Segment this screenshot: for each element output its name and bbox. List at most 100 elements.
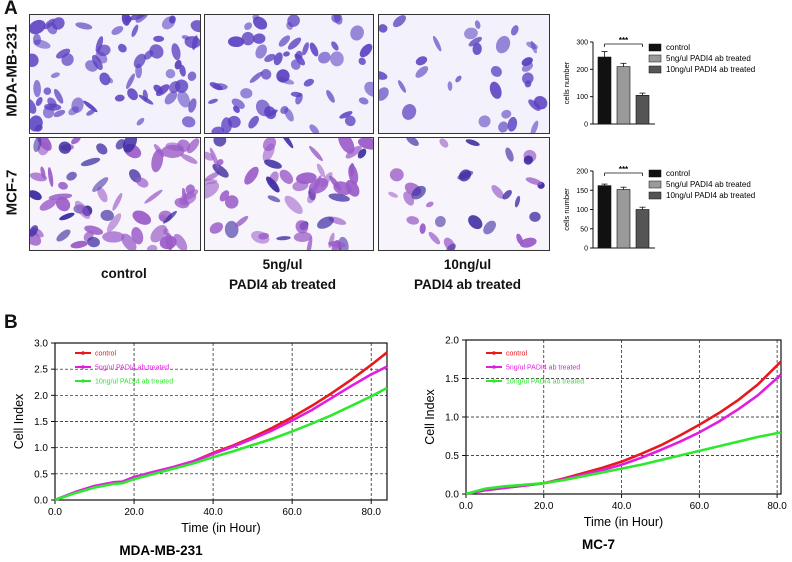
stained-cell <box>397 80 407 93</box>
stained-cell <box>95 36 104 53</box>
stained-cell <box>260 69 272 80</box>
stained-cell <box>142 89 148 102</box>
legend-marker <box>81 379 85 383</box>
stained-cell <box>42 106 55 119</box>
stained-cell <box>47 97 57 108</box>
stained-cell <box>80 157 101 167</box>
chart-caption: MC-7 <box>582 537 615 552</box>
stained-cell <box>181 187 187 204</box>
stained-cell <box>153 84 164 94</box>
stained-cell <box>276 69 290 83</box>
stained-cell <box>318 51 331 64</box>
bar-1 <box>597 185 612 249</box>
series-line-3 <box>54 386 388 502</box>
stained-cell <box>345 179 360 197</box>
stained-cell <box>161 16 176 30</box>
stained-cell <box>135 15 150 23</box>
stained-cell <box>525 177 543 186</box>
stained-cell <box>528 99 541 111</box>
stained-cell <box>179 64 186 77</box>
stained-cell <box>30 19 46 35</box>
stained-cell <box>306 236 313 250</box>
stained-cell <box>121 233 137 250</box>
y-tick-label: 0.5 <box>445 451 459 462</box>
stained-cell <box>303 78 315 87</box>
stained-cell <box>403 191 415 206</box>
stained-cell <box>133 53 146 69</box>
stained-cell <box>280 138 294 149</box>
x-tick-label: 80.0 <box>767 501 787 512</box>
significance-stars: *** <box>619 165 629 174</box>
stained-cell <box>187 138 200 154</box>
stained-cell <box>118 43 127 53</box>
line-chart-mda: 0.0 20.0 40.0 60.0 80.0 0.0 0.5 1.0 1.5 2.0 2.5 3.0… <box>12 339 388 558</box>
stained-cell <box>524 80 532 88</box>
stained-cell <box>264 106 277 120</box>
stained-cell <box>434 216 446 228</box>
legend-swatch <box>648 65 662 74</box>
y-axis-label: Cell Index <box>12 393 26 449</box>
y-tick-label: 0.5 <box>34 469 48 480</box>
y-tick-label: 0.0 <box>445 490 459 501</box>
stained-cell <box>249 71 263 83</box>
stained-cell <box>523 155 534 165</box>
stained-cell <box>184 189 199 200</box>
stained-cell <box>411 185 426 200</box>
stained-cell <box>478 115 491 128</box>
row-label-mda: MDA-MB-231 <box>3 24 21 117</box>
y-tick-label: 150 <box>576 188 588 195</box>
stained-cell <box>177 90 190 108</box>
micrograph-mcf-10ng <box>378 137 550 251</box>
stained-cell <box>273 52 283 66</box>
legend-marker <box>492 351 496 355</box>
stained-cell <box>502 189 512 200</box>
series-line-2 <box>465 373 782 496</box>
stained-cell <box>211 126 225 133</box>
stained-cell <box>165 232 174 250</box>
y-tick-label: 3.0 <box>34 339 48 350</box>
stained-cell <box>307 191 317 204</box>
stained-cell <box>99 72 111 86</box>
stained-cell <box>283 51 290 57</box>
stained-cell <box>293 231 312 242</box>
stained-cell <box>70 240 88 249</box>
stained-cell <box>507 116 518 132</box>
stained-cell <box>522 72 534 85</box>
stained-cell <box>56 229 71 242</box>
x-tick-label: 0.0 <box>48 507 62 518</box>
stained-cell <box>252 33 266 44</box>
stained-cell <box>165 69 176 79</box>
stained-cell <box>264 53 276 63</box>
stained-cell <box>468 36 482 47</box>
stained-cell <box>234 215 249 228</box>
y-tick-label: 300 <box>576 40 588 47</box>
stained-cell <box>241 31 255 46</box>
stained-cell <box>316 163 326 178</box>
stained-cell <box>358 97 369 105</box>
stained-cell <box>519 237 537 248</box>
series-line-3 <box>465 431 782 496</box>
stained-cell <box>213 83 228 91</box>
stained-cell <box>224 195 239 209</box>
stained-cell <box>40 166 46 179</box>
stained-cell <box>445 243 456 250</box>
stained-cell <box>415 66 429 78</box>
stained-cell <box>74 200 91 219</box>
stained-cell <box>46 22 58 35</box>
stained-cell <box>350 25 364 41</box>
stained-cell <box>85 60 98 72</box>
legend-label: 5ng/ul PADI4 ab treated <box>666 54 751 63</box>
stained-cell <box>338 138 355 154</box>
stained-cell <box>357 148 367 159</box>
stained-cell <box>326 90 335 103</box>
legend-label: 5ng/ul PADI4 ab treated <box>506 365 580 372</box>
stained-cell <box>59 212 75 221</box>
stained-cell <box>127 88 138 101</box>
y-tick-label: 200 <box>576 67 588 74</box>
stained-cell <box>106 213 122 233</box>
stained-cell <box>253 16 268 30</box>
stained-cell <box>248 115 259 129</box>
stained-cell <box>30 115 43 132</box>
stained-cell <box>276 236 291 241</box>
stained-cell <box>131 227 144 245</box>
